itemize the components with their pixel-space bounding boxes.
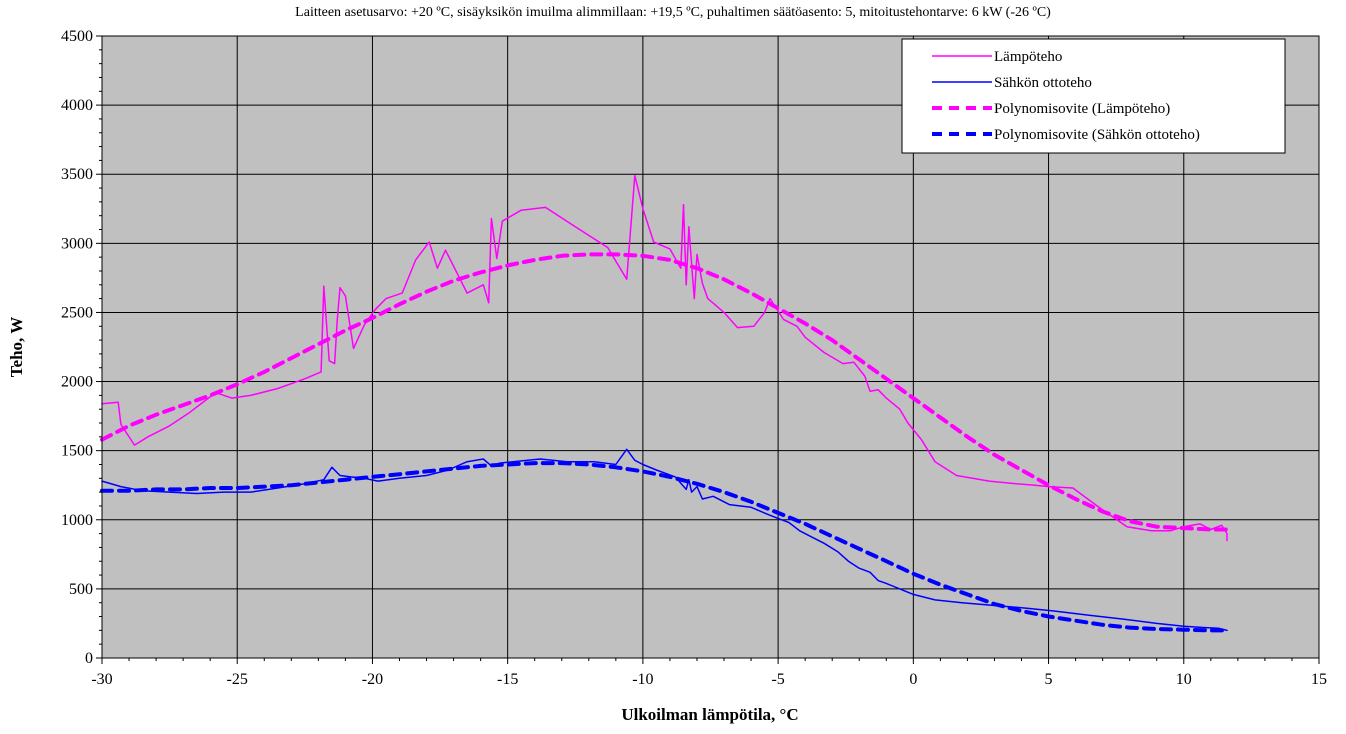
y-tick-label: 4000 (61, 97, 93, 114)
y-axis: 0 500 1000 1500 2000 2500 3000 3500 4000 4500 (61, 28, 102, 667)
series-line-3 (100, 252, 1229, 532)
legend-label-2: Sähkön ottoteho (994, 75, 1092, 91)
x-tick-label: -15 (497, 671, 518, 688)
y-tick-label: 3000 (61, 235, 93, 252)
legend-label-3: Polynomisovite (Lämpöteho) (994, 101, 1170, 117)
legend: Lämpöteho Sähkön ottoteho Polynomisovite (… (901, 38, 1286, 154)
y-tick-label: 500 (69, 581, 93, 598)
x-tick-label: 0 (909, 671, 917, 688)
y-tick-label: 3500 (61, 166, 93, 183)
y-tick-label: 4500 (61, 28, 93, 45)
x-tick-label: -25 (227, 671, 248, 688)
x-tick-label: 10 (1176, 671, 1192, 688)
series-line-1 (101, 174, 1228, 542)
series-line-2 (101, 448, 1228, 632)
x-axis: -30 -25 -20 -15 -10 -5 0 5 10 15 (91, 658, 1327, 688)
x-tick-label: -30 (91, 671, 112, 688)
y-tick-label: 0 (85, 650, 93, 667)
y-axis-title: Teho, W (7, 317, 26, 377)
y-tick-label: 1000 (61, 512, 93, 529)
x-axis-title: Ulkoilman lämpötila, °C (621, 705, 798, 724)
chart-title: Laitteen asetusarvo: +20 ºC, sisäyksikön… (295, 5, 1051, 20)
series-line-4 (100, 461, 1229, 633)
legend-label-1: Lämpöteho (994, 49, 1062, 65)
y-tick-label: 2000 (61, 374, 93, 391)
x-tick-label: -5 (771, 671, 784, 688)
x-tick-label: 15 (1311, 671, 1327, 688)
legend-box (901, 38, 1286, 154)
y-tick-label: 2500 (61, 304, 93, 321)
plot-border (101, 35, 1320, 659)
x-tick-label: -20 (362, 671, 383, 688)
grid-lines (102, 36, 1319, 658)
legend-label-4: Polynomisovite (Sähkön ottoteho) (994, 127, 1200, 143)
series-layer (100, 174, 1229, 633)
x-tick-label: -10 (632, 671, 653, 688)
x-tick-label: 5 (1045, 671, 1053, 688)
y-tick-label: 1500 (61, 443, 93, 460)
